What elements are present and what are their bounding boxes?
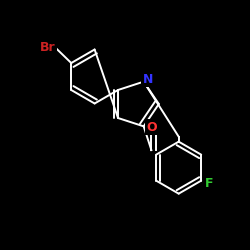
Text: N: N [142,73,153,86]
Text: Br: Br [40,41,55,54]
Text: O: O [146,121,157,134]
Text: F: F [205,177,214,190]
